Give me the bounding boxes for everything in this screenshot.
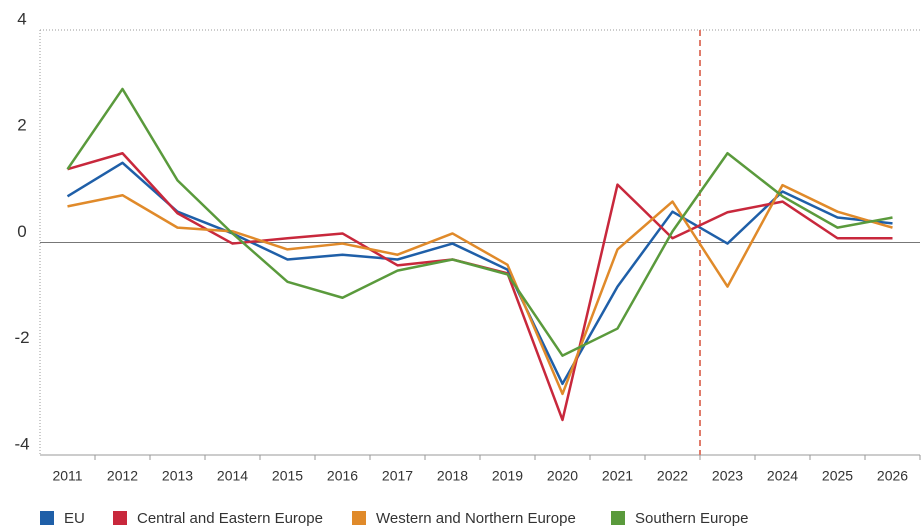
x-tick-label: 2026 [877,468,908,484]
x-tick-label: 2019 [492,468,523,484]
y-tick-label: 0 [17,222,26,241]
legend-label: EU [64,510,85,527]
y-tick-label: -2 [14,328,29,347]
series-line [66,161,893,386]
x-tick-label: 2021 [602,468,633,484]
y-tick-label: 4 [17,9,26,28]
x-tick-label: 2014 [217,468,248,484]
x-tick-label: 2017 [382,468,413,484]
series-line [66,87,893,357]
legend-swatch [352,511,366,525]
x-tick-label: 2024 [767,468,798,484]
x-tick-label: 2022 [657,468,688,484]
x-tick-label: 2018 [437,468,468,484]
legend-swatch [40,511,54,525]
legend-label: Western and Northern Europe [376,510,576,527]
x-tick-label: 2025 [822,468,853,484]
x-tick-label: 2012 [107,468,138,484]
legend-label: Southern Europe [635,510,748,527]
x-tick-label: 2016 [327,468,358,484]
legend-swatch [113,511,127,525]
legend-label: Central and Eastern Europe [137,510,323,527]
series-line [67,183,893,396]
x-tick-label: 2015 [272,468,303,484]
legend-swatch [611,511,625,525]
x-tick-label: 2011 [52,468,82,484]
x-tick-label: 2023 [712,468,743,484]
y-tick-label: -4 [14,434,29,453]
y-tick-label: 2 [17,116,26,135]
x-tick-label: 2013 [162,468,193,484]
x-tick-label: 2020 [547,468,578,484]
